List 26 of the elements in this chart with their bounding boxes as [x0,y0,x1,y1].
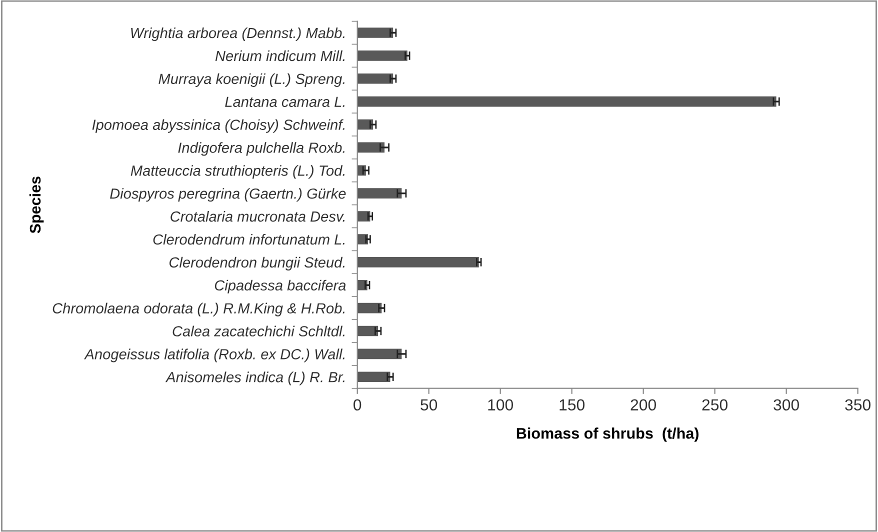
x-tick-label: 300 [774,399,800,411]
y-tick-label: Nerium indicum Mill. [215,50,344,62]
y-tick-label: Matteuccia struthiopteris (L.) Tod. [130,165,344,179]
y-tick-label: Anisomeles indica (L) R. Br. [165,372,344,386]
x-tick-label: 350 [845,399,871,411]
x-axis-title: Biomass of shrubs (t/ha) [516,428,698,442]
y-tick-label: Diospyros peregrina (Gaertn.) Gürke [110,188,346,202]
x-tick-label: 200 [630,399,656,411]
y-tick-label: Clerodendron bungii Steud. [169,256,344,270]
y-tick-label: Calea zacatechichi Schltdl. [172,326,344,336]
x-tick-label: 100 [488,399,514,411]
y-tick-label: Ipomoea abyssinica (Choisy) Schweinf. [92,119,344,133]
x-tick-label: 250 [702,399,728,411]
y-axis-title: Species [29,176,44,234]
x-tick-label: 0 [354,399,362,411]
x-tick-label: 150 [560,399,585,411]
y-tick-label: Chromolaena odorata (L.) R.M.King & H.Rob. [52,302,344,316]
y-tick-label: Lantana camara L. [225,96,344,108]
y-tick-label: Crotalaria mucronata Desv. [170,211,344,222]
y-tick-label: Wrightia arborea (Dennst.) Mabb. [131,27,344,42]
y-tick-label: Anogeissus latifolia (Roxb. ex DC.) Wall. [84,348,344,362]
y-tick-label: Indigofera pulchella Roxb. [178,142,344,156]
y-tick-label: Murraya koenigii (L.) Spreng. [158,73,344,87]
y-tick-label: Cipadessa baccifera [214,280,346,294]
y-tick-label: Clerodendrum infortunatum L. [153,234,344,245]
x-tick-label: 50 [420,399,438,411]
